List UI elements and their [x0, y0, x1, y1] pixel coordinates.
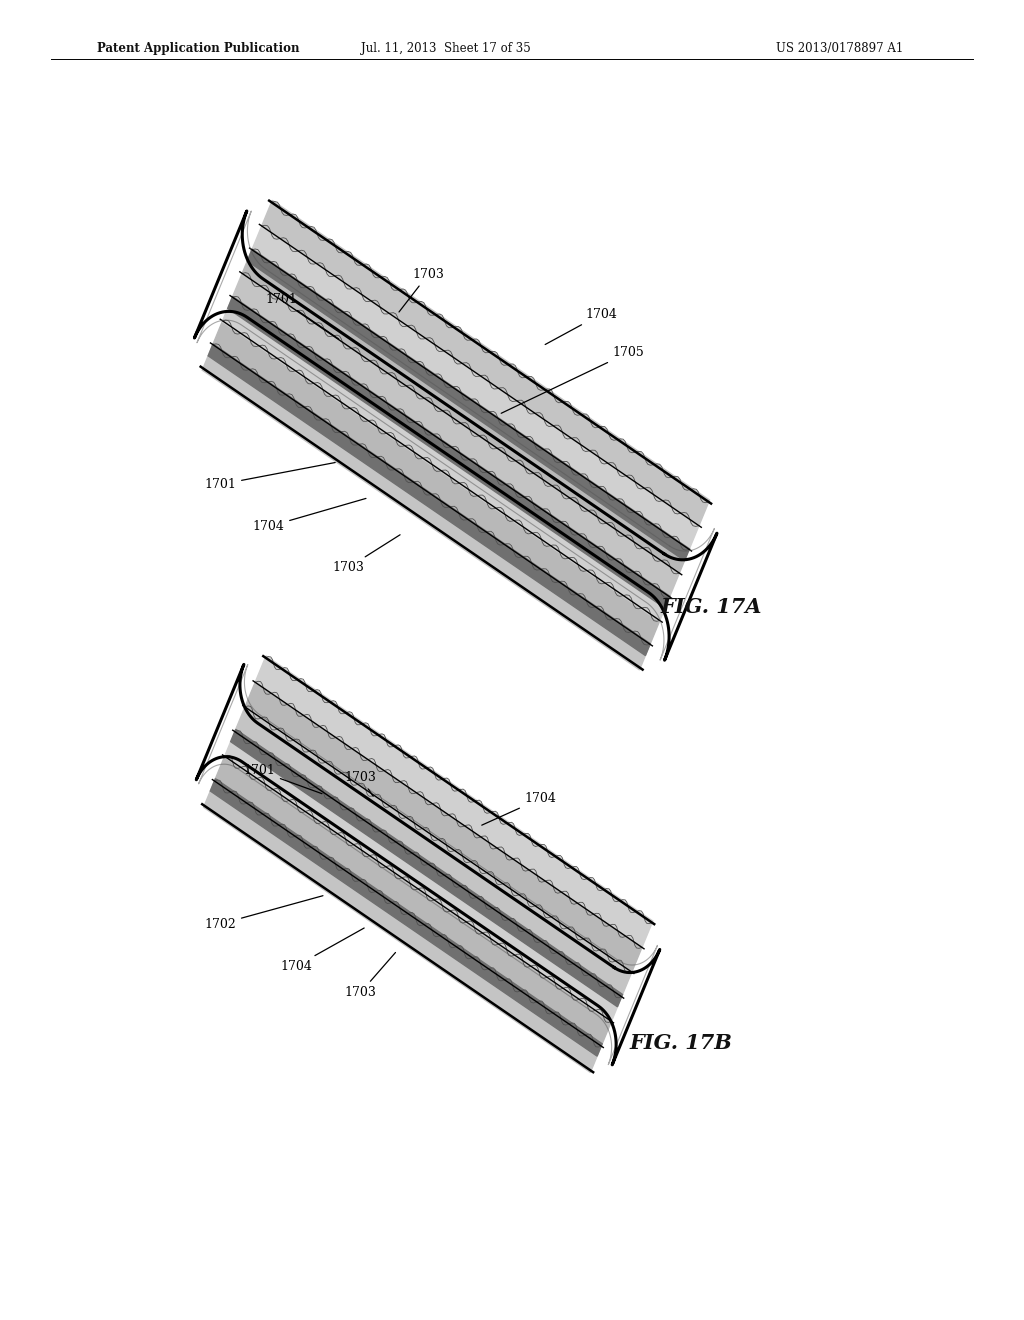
Polygon shape: [232, 273, 680, 597]
Text: 1704: 1704: [252, 499, 366, 533]
Text: FIG. 17A: FIG. 17A: [660, 597, 762, 618]
Polygon shape: [212, 322, 659, 645]
Polygon shape: [208, 345, 650, 656]
Text: 1704: 1704: [481, 792, 557, 825]
Text: Patent Application Publication: Patent Application Publication: [97, 42, 300, 54]
Polygon shape: [234, 706, 632, 997]
Polygon shape: [197, 664, 659, 1065]
Text: 1703: 1703: [399, 268, 444, 312]
Text: 1704: 1704: [545, 308, 617, 345]
Text: 1702: 1702: [204, 896, 323, 931]
Polygon shape: [243, 249, 689, 573]
Polygon shape: [214, 756, 611, 1047]
Polygon shape: [195, 211, 717, 660]
Text: 1704: 1704: [280, 928, 365, 973]
Polygon shape: [224, 731, 622, 1022]
Polygon shape: [227, 297, 670, 609]
Text: 1705: 1705: [501, 346, 645, 413]
Polygon shape: [222, 297, 670, 622]
Polygon shape: [252, 224, 699, 549]
Text: 1701: 1701: [243, 764, 322, 793]
Text: FIG. 17B: FIG. 17B: [630, 1032, 732, 1053]
Polygon shape: [204, 781, 601, 1072]
Text: 1701: 1701: [265, 293, 339, 339]
Polygon shape: [203, 346, 649, 669]
Polygon shape: [256, 656, 653, 946]
Text: 1701: 1701: [204, 462, 335, 491]
Text: 1703: 1703: [344, 953, 395, 999]
Polygon shape: [262, 201, 710, 524]
Text: 1703: 1703: [344, 771, 377, 796]
Polygon shape: [210, 779, 602, 1056]
Polygon shape: [230, 730, 623, 1007]
Text: US 2013/0178897 A1: US 2013/0178897 A1: [776, 42, 903, 54]
Polygon shape: [245, 681, 642, 972]
Text: 1703: 1703: [332, 535, 400, 574]
Polygon shape: [247, 249, 689, 561]
Text: Jul. 11, 2013  Sheet 17 of 35: Jul. 11, 2013 Sheet 17 of 35: [360, 42, 530, 54]
